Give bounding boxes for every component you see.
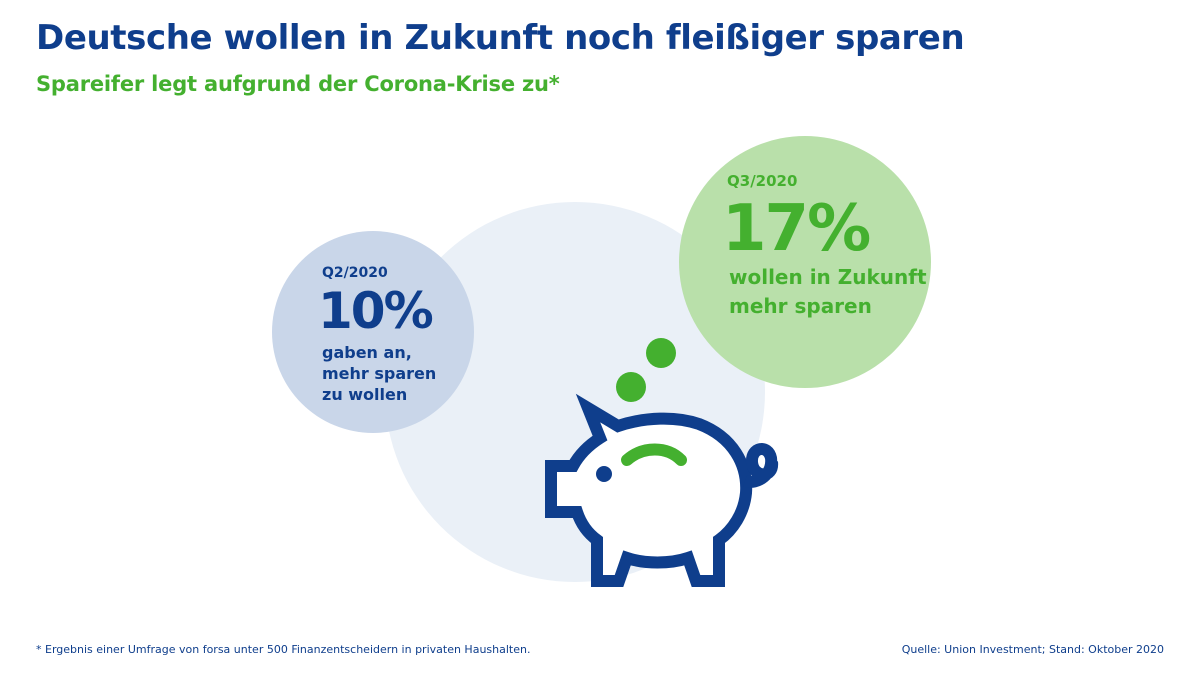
piggy-tail: [743, 443, 778, 488]
piggy-bank-icon: [545, 393, 778, 587]
piggy-coin-slot: [621, 443, 687, 466]
source-note: Quelle: Union Investment; Stand: Oktober…: [901, 643, 1164, 656]
caption-q3-2020-line-1: wollen in Zukunft: [729, 265, 927, 289]
period-label-q3-2020: Q3/2020: [727, 172, 797, 190]
bubble-q2-2020: [272, 231, 474, 433]
coin-lower: [616, 372, 646, 402]
value-label-q3-2020: 17%: [722, 192, 870, 266]
caption-q2-2020-line-2: mehr sparen: [322, 364, 436, 383]
period-label-q2-2020: Q2/2020: [322, 265, 388, 281]
coin-upper: [646, 338, 676, 368]
caption-q2-2020-line-1: gaben an,: [322, 343, 412, 362]
caption-q3-2020-line-2: mehr sparen: [729, 294, 872, 318]
chart-title: Deutsche wollen in Zukunft noch fleißige…: [36, 18, 965, 58]
footnote: * Ergebnis einer Umfrage von forsa unter…: [36, 643, 531, 656]
piggy-eye: [596, 466, 612, 482]
bubble-q3-2020: [679, 136, 931, 388]
caption-q2-2020-line-3: zu wollen: [322, 385, 407, 404]
chart-subtitle: Spareifer legt aufgrund der Corona-Krise…: [36, 72, 560, 96]
value-label-q2-2020: 10%: [318, 282, 433, 340]
piggy-body-outline: [545, 393, 753, 587]
